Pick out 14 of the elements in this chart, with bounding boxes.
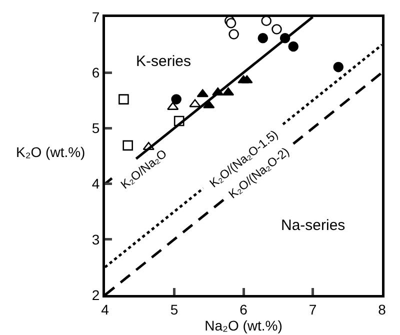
y-tick-label: 2 bbox=[92, 286, 100, 303]
y-tick-label: 7 bbox=[92, 8, 100, 25]
y-tick-label: 6 bbox=[92, 64, 100, 80]
annotation: K-series bbox=[136, 53, 192, 70]
x-tick-label: 6 bbox=[240, 301, 248, 318]
x-tick-label: 5 bbox=[170, 301, 178, 318]
y-tick-label: 5 bbox=[92, 120, 100, 136]
y-tick-label: 3 bbox=[92, 231, 100, 248]
y-axis-title: K₂O (wt.%) bbox=[16, 144, 86, 160]
x-tick-label: 7 bbox=[308, 301, 317, 318]
x-tick-label: 8 bbox=[378, 301, 386, 318]
annotation: Na-series bbox=[281, 217, 346, 234]
x-axis-title: Na₂O (wt.%) bbox=[204, 317, 282, 334]
y-tick-label: 4 bbox=[92, 176, 100, 192]
